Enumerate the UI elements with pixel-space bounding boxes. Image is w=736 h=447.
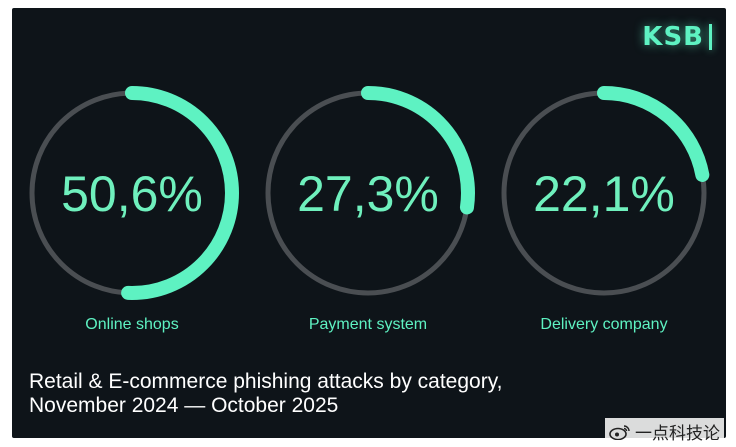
ring-arc — [261, 86, 475, 300]
brand-logo: KSB — [642, 22, 712, 52]
brand-logo-text: KSB — [642, 22, 704, 52]
ring-3: 22,1% Delivery company — [497, 86, 711, 333]
caption-line-1: Retail & E-commerce phishing attacks by … — [29, 370, 503, 393]
ring-value-label: 22,1% — [533, 166, 675, 222]
ring-value-label: 50,6% — [61, 166, 203, 222]
ring-value-label: 27,3% — [297, 166, 439, 222]
chart-caption: Retail & E-commerce phishing attacks by … — [29, 370, 502, 418]
watermark: 一点科技论 — [605, 418, 724, 445]
ring-2: 27,3% Payment system — [261, 86, 475, 333]
ring-category-label: Online shops — [85, 316, 178, 333]
ring-category-label: Payment system — [309, 316, 427, 333]
ring-category-label: Delivery company — [540, 316, 667, 333]
brand-logo-bar — [709, 24, 712, 50]
ring-1: 50,6% Online shops — [25, 86, 239, 333]
caption-line-2: November 2024 — October 2025 — [29, 394, 339, 417]
ring-arc — [25, 86, 239, 300]
watermark-text: 一点科技论 — [635, 424, 720, 444]
ring-chart: 50,6% Online shops 27,3% Payment system 22,1… — [25, 86, 711, 333]
weibo-icon — [609, 424, 630, 440]
infographic-panel: KSB 50,6% Online shops 27,3% Payment system… — [12, 8, 726, 438]
ring-arc — [497, 86, 711, 300]
